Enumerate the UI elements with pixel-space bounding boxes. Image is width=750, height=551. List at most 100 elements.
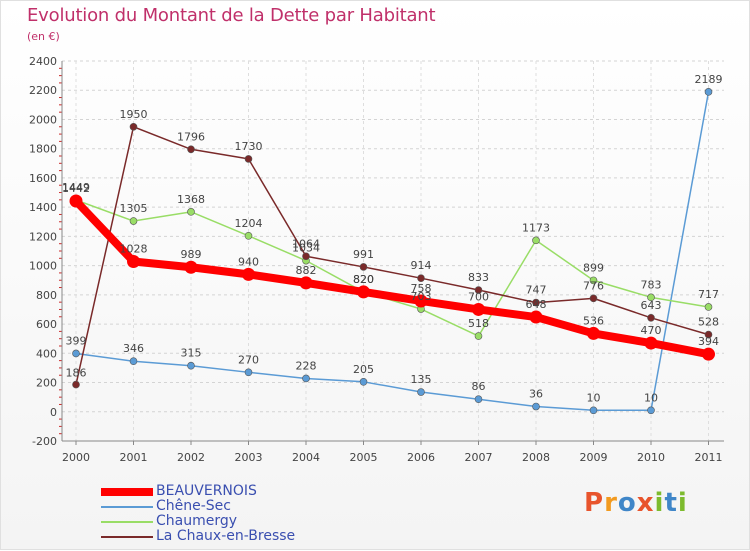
data-label: 783 (641, 278, 662, 291)
data-label: 643 (641, 299, 662, 312)
data-label: 914 (411, 259, 432, 272)
data-label: 36 (529, 388, 543, 401)
series-line (75, 91, 710, 412)
data-point (129, 357, 138, 366)
logo-letter: i (677, 488, 688, 518)
y-tick-label: 1000 (29, 260, 57, 273)
data-label: 1730 (235, 140, 263, 153)
logo-letter: o (617, 488, 637, 518)
data-label: 1449 (62, 181, 90, 194)
y-tick-label: 0 (50, 406, 57, 419)
grid-layer (62, 60, 724, 442)
data-point (72, 380, 80, 389)
x-tick-label: 2000 (62, 451, 90, 464)
x-tick-label: 2009 (580, 451, 608, 464)
data-label: 648 (526, 298, 547, 311)
data-label: 1204 (235, 217, 263, 230)
data-label: 882 (296, 264, 317, 277)
data-label: 518 (468, 317, 489, 330)
data-point (187, 145, 195, 154)
chart-subtitle: (en €) (27, 30, 60, 43)
data-label: 1950 (120, 108, 148, 121)
data-point (69, 194, 83, 208)
data-point (187, 361, 195, 370)
logo-letter: x (636, 488, 655, 518)
data-label: 135 (411, 373, 432, 386)
data-point (474, 286, 483, 294)
data-label: 989 (181, 248, 202, 261)
x-tick-label: 2003 (235, 451, 263, 464)
data-point (359, 263, 368, 271)
proxiti-logo: Proxiti (584, 488, 688, 518)
x-tick-label: 2002 (177, 451, 205, 464)
data-point (702, 347, 715, 361)
x-tick-label: 2004 (292, 451, 320, 464)
data-label: 940 (238, 255, 259, 268)
data-label: 10 (644, 391, 658, 404)
series-line (72, 197, 713, 359)
data-label: 1305 (120, 202, 148, 215)
series-line (75, 126, 710, 386)
legend-label: La Chaux-en-Bresse (156, 528, 296, 544)
data-label-layer: 1442 1028 989 940 882 820 758 700 648 536 470 394 39… (62, 73, 723, 404)
y-tick-label: 2200 (29, 84, 57, 97)
y-tick-label: 1400 (29, 201, 57, 214)
data-label: 528 (698, 316, 719, 329)
data-point (127, 255, 140, 269)
x-tick-label: 2001 (120, 451, 148, 464)
logo-letter: i (654, 488, 665, 518)
data-point (532, 236, 540, 245)
data-point (72, 349, 80, 358)
legend-label: BEAUVERNOIS (156, 483, 257, 499)
data-point (589, 276, 598, 285)
data-label: 205 (353, 363, 374, 376)
y-tick-label: 600 (36, 318, 57, 331)
data-point (187, 208, 195, 216)
data-label: 717 (698, 288, 719, 301)
data-label: 346 (123, 342, 144, 355)
data-label: 86 (472, 380, 486, 393)
logo-letter: r (604, 488, 618, 518)
data-point (647, 313, 655, 322)
data-point (129, 217, 138, 225)
logo-letter: t (664, 488, 678, 518)
y-tick-label: 200 (36, 377, 57, 390)
data-point (589, 406, 598, 415)
data-label: 899 (583, 261, 604, 274)
y-tick-label: -200 (32, 435, 57, 448)
data-label: 703 (411, 290, 432, 303)
data-label: 991 (353, 248, 374, 261)
data-label: 1442 (62, 182, 90, 195)
data-label: 228 (296, 359, 317, 372)
legend-swatch (101, 521, 153, 523)
data-point (299, 276, 313, 290)
data-point (242, 267, 255, 281)
y-tick-label: 1200 (29, 230, 57, 243)
data-label: 1173 (522, 221, 550, 234)
data-point (359, 378, 368, 386)
data-point (532, 298, 540, 307)
chart-title: Evolution du Montant de la Dette par Hab… (27, 5, 436, 26)
x-tick-label: 2011 (695, 451, 723, 464)
x-tick-label: 2010 (637, 451, 665, 464)
data-point (302, 374, 310, 383)
axis-layer: -200 0 200 400 600 800 1000 1200 1400 1600 1800 200… (29, 55, 724, 464)
data-point (532, 402, 540, 411)
data-label: 1034 (292, 242, 320, 255)
data-point (474, 395, 483, 404)
data-label: 270 (238, 353, 259, 366)
y-tick-label: 2400 (29, 55, 57, 68)
data-point (704, 303, 713, 311)
data-point (417, 274, 425, 282)
data-point (704, 88, 713, 96)
legend-label: Chaumergy (156, 513, 238, 529)
data-point (129, 122, 138, 131)
data-point (589, 294, 598, 303)
data-label: 315 (181, 347, 202, 360)
data-label: 10 (587, 391, 601, 404)
data-label: 536 (583, 314, 604, 327)
data-label: 820 (353, 273, 374, 286)
data-label: 2189 (695, 73, 723, 86)
